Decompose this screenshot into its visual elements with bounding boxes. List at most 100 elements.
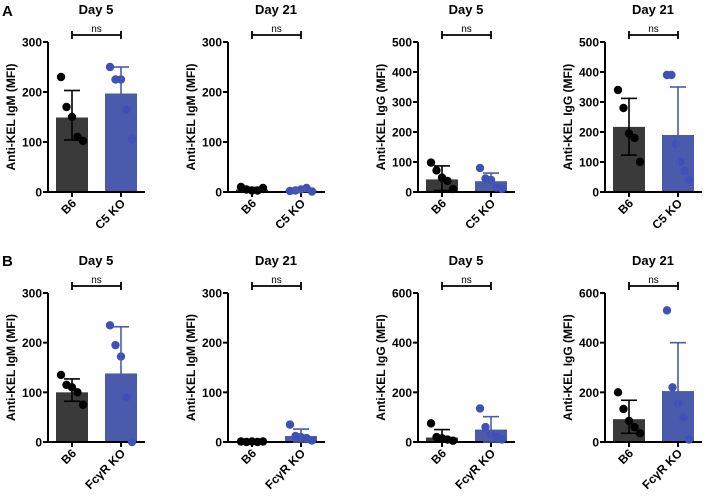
data-point-b6 — [258, 437, 268, 446]
y-tick-label: 200 — [22, 336, 42, 350]
chart-title: Day 5 — [79, 253, 114, 268]
x-tick-label: B6 — [428, 196, 449, 217]
chart-title: Day 21 — [255, 253, 297, 268]
x-tick-label: C5 KO — [462, 196, 498, 232]
chart-title: Day 21 — [632, 2, 674, 17]
chart-title: Day 5 — [449, 2, 484, 17]
y-tick-label: 400 — [579, 66, 599, 80]
chart-title: Day 5 — [449, 253, 484, 268]
chart-title: Day 21 — [255, 2, 297, 17]
chart-title: Day 5 — [79, 2, 114, 17]
y-tick-label: 400 — [392, 336, 412, 350]
data-point-ko — [307, 436, 317, 445]
data-point-b6 — [56, 72, 66, 82]
data-point-ko — [680, 166, 689, 176]
data-point-ko — [307, 187, 317, 196]
data-point-ko — [667, 70, 676, 80]
y-tick-label: 200 — [579, 126, 599, 140]
significance-bracket — [441, 31, 492, 39]
data-point-ko — [105, 62, 115, 72]
data-point-ko — [475, 404, 485, 413]
chart-panel-8: Day 21 Anti-KEL IgG (MFI) 0 200 400 600 B6 FcγR… — [561, 253, 702, 492]
y-axis-label: Anti-KEL IgG (MFI) — [374, 64, 388, 170]
x-tick-label: FcγR KO — [82, 446, 128, 492]
x-tick-label: B6 — [238, 446, 259, 467]
data-point-b6 — [635, 429, 645, 438]
panel-label-a: A — [2, 3, 13, 20]
y-axis-label: Anti-KEL IgG (MFI) — [374, 314, 388, 420]
y-tick-label: 600 — [579, 287, 599, 301]
y-tick-label: 0 — [405, 186, 412, 200]
y-tick-label: 300 — [202, 36, 222, 50]
x-tick-label: B6 — [238, 196, 259, 217]
y-axis-label: Anti-KEL IgM (MFI) — [4, 314, 18, 421]
x-tick-label: C5 KO — [649, 196, 685, 232]
y-axis-label: Anti-KEL IgM (MFI) — [184, 314, 198, 421]
x-tick-label: B6 — [58, 196, 79, 217]
y-tick-label: 100 — [202, 136, 222, 150]
y-tick-label: 200 — [202, 336, 222, 350]
y-tick-label: 400 — [392, 66, 412, 80]
chart-panel-3: Day 5 Anti-KEL IgG (MFI) 0 100 200 300 400 500 B… — [374, 2, 515, 232]
data-point-b6 — [258, 183, 268, 193]
chart-panel-2: Day 21 Anti-KEL IgM (MFI) 0 100 200 300 B6 C5 K… — [184, 2, 325, 232]
panel-label-b: B — [2, 253, 13, 270]
data-point-b6 — [448, 184, 458, 194]
y-tick-label: 300 — [22, 287, 42, 301]
y-axis-label: Anti-KEL IgM (MFI) — [184, 63, 198, 170]
chart-panel-1: Day 5 Anti-KEL IgM (MFI) 0 100 200 300 B6 C5 KO… — [4, 2, 145, 232]
data-point-ko — [105, 321, 115, 330]
data-point-b6 — [78, 400, 88, 409]
data-point-ko — [122, 393, 131, 402]
data-point-ko — [684, 435, 694, 444]
data-point-ko — [127, 135, 137, 144]
y-tick-label: 600 — [392, 287, 412, 301]
y-tick-label: 0 — [405, 436, 412, 450]
chart-panel-5: Day 5 Anti-KEL IgM (MFI) 0 100 200 300 B6 FcγR … — [4, 253, 145, 492]
y-tick-label: 0 — [215, 436, 222, 450]
x-tick-label: B6 — [428, 446, 449, 467]
y-tick-label: 200 — [579, 386, 599, 400]
y-tick-label: 500 — [392, 36, 412, 50]
data-point-b6 — [448, 436, 458, 445]
y-tick-label: 200 — [392, 386, 412, 400]
y-tick-label: 200 — [392, 126, 412, 140]
data-point-b6 — [56, 370, 66, 380]
significance-label: ns — [648, 24, 659, 35]
x-tick-label: FcγR KO — [452, 446, 498, 492]
y-tick-label: 100 — [22, 136, 42, 150]
data-point-b6 — [619, 404, 628, 414]
data-point-b6 — [426, 158, 436, 167]
significance-label: ns — [648, 275, 659, 286]
significance-bracket — [71, 282, 122, 290]
data-point-ko — [481, 422, 490, 432]
data-point-b6 — [426, 419, 436, 428]
data-point-ko — [668, 383, 677, 392]
y-tick-label: 100 — [22, 386, 42, 400]
significance-label: ns — [461, 275, 472, 286]
chart-title: Day 21 — [632, 253, 674, 268]
x-tick-label: B6 — [615, 446, 636, 467]
data-point-ko — [662, 306, 672, 315]
y-axis-label: Anti-KEL IgM (MFI) — [4, 63, 18, 170]
significance-label: ns — [271, 24, 282, 35]
y-tick-label: 0 — [592, 436, 599, 450]
data-point-b6 — [78, 136, 88, 146]
y-tick-label: 0 — [592, 186, 599, 200]
data-point-ko — [497, 184, 507, 194]
data-point-b6 — [432, 166, 441, 175]
x-tick-label: C5 KO — [272, 196, 308, 232]
significance-label: ns — [461, 24, 472, 35]
data-point-b6 — [62, 102, 71, 112]
data-point-ko — [122, 105, 131, 114]
significance-label: ns — [271, 275, 282, 286]
y-tick-label: 100 — [202, 386, 222, 400]
significance-label: ns — [91, 24, 102, 35]
data-point-ko — [475, 163, 485, 173]
significance-bracket — [71, 31, 122, 39]
data-point-ko — [127, 437, 137, 447]
data-point-b6 — [443, 176, 452, 186]
data-point-b6 — [630, 422, 639, 432]
significance-bracket — [251, 282, 302, 290]
